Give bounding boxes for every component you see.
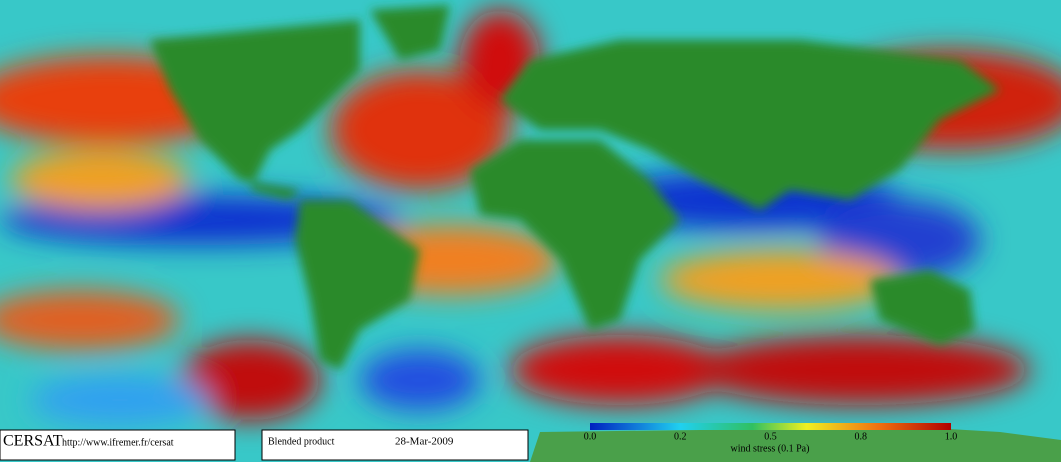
date: 28-Mar-2009 <box>395 436 454 448</box>
colorbar-tick-label: 0.5 <box>764 431 777 442</box>
antarctica <box>530 425 1061 462</box>
colorbar-tick-label: 0.0 <box>584 431 597 442</box>
logo: CERSAT <box>3 433 63 450</box>
url: http://www.ifremer.fr/cersat <box>62 437 174 448</box>
colorbar-label: wind stress (0.1 Pa) <box>731 443 810 454</box>
product: Blended product <box>268 436 335 447</box>
product-box <box>261 429 529 461</box>
land <box>150 5 1000 370</box>
colorbar-tick-label: 0.8 <box>855 431 868 442</box>
colorbar <box>590 423 951 430</box>
colorbar-ticks: 0.0 0.2 0.5 0.8 1.0 <box>584 431 958 442</box>
colorbar-tick-label: 0.2 <box>674 431 687 442</box>
colorbar-tick-label: 1.0 <box>945 431 958 442</box>
info-box <box>0 429 236 461</box>
